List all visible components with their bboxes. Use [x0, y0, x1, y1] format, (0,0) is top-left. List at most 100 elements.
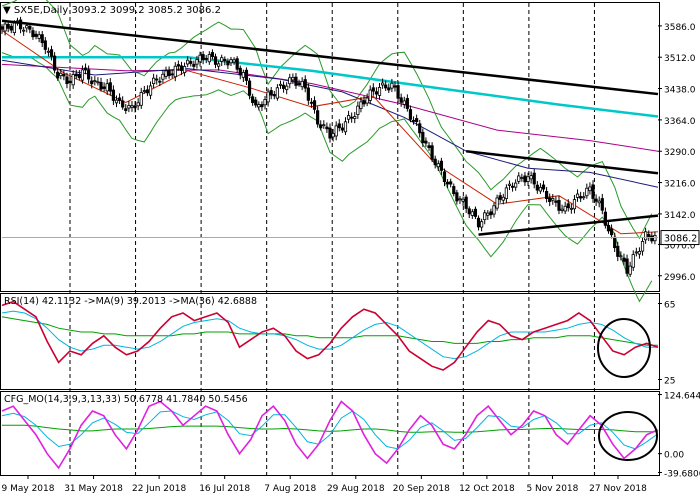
rsi-series-line	[1, 316, 658, 346]
cfg-mo-series-line	[1, 400, 659, 470]
candle-body	[616, 245, 620, 257]
candlestick	[631, 250, 635, 271]
candlestick	[198, 51, 202, 67]
candlestick	[418, 119, 422, 138]
rsi-panel	[1, 300, 659, 378]
candlestick	[213, 53, 218, 69]
candlestick	[359, 97, 363, 113]
candlestick	[31, 27, 35, 40]
candle-body	[37, 34, 41, 39]
candle-body	[179, 65, 184, 71]
candlestick	[507, 180, 512, 191]
candlestick	[588, 182, 592, 195]
candlestick	[582, 192, 586, 201]
candlestick	[117, 93, 122, 105]
candle-body	[551, 198, 555, 201]
candlestick	[430, 142, 434, 162]
candlestick	[560, 204, 564, 214]
candle-body	[545, 190, 549, 199]
candle-body	[368, 89, 372, 101]
candle-body	[650, 235, 654, 242]
candlestick	[37, 31, 41, 43]
candlestick	[473, 206, 478, 220]
candlestick	[182, 62, 187, 77]
candle-body	[495, 197, 499, 209]
candlestick	[102, 82, 106, 92]
x-axis-date-label: 31 May 2018	[64, 484, 123, 494]
candlestick	[254, 96, 258, 108]
candlestick	[186, 56, 190, 67]
candle-body	[105, 83, 109, 92]
candle-body	[139, 91, 143, 106]
candle-body	[582, 196, 586, 199]
candle-body	[285, 85, 289, 91]
candlestick	[40, 30, 44, 47]
candle-body	[291, 77, 295, 81]
candlestick	[319, 120, 323, 131]
candlestick	[173, 62, 177, 82]
candlestick	[303, 75, 307, 93]
candle-body	[541, 184, 546, 190]
candlestick	[396, 81, 400, 103]
candle-body	[374, 91, 379, 95]
candle-body	[198, 54, 202, 63]
candle-body	[133, 105, 137, 109]
x-axis-date-label: 20 Sep 2018	[393, 484, 450, 494]
candle-body	[566, 203, 570, 209]
candle-body	[31, 30, 35, 38]
candle-body	[201, 54, 205, 61]
candlestick	[170, 69, 174, 79]
candle-body	[554, 200, 558, 203]
vertical-grid	[69, 3, 595, 475]
candle-body	[192, 63, 196, 67]
candlestick	[210, 49, 215, 60]
candlestick	[328, 123, 332, 143]
candle-body	[220, 57, 224, 62]
candlestick	[405, 94, 409, 112]
candle-body	[0, 26, 4, 30]
candle-body	[371, 87, 375, 92]
candlestick	[291, 73, 295, 85]
candle-body	[377, 87, 382, 96]
candle-body	[334, 125, 338, 137]
candle-body	[433, 158, 437, 166]
candlestick	[142, 85, 146, 94]
candle-body	[411, 119, 416, 122]
candle-body	[337, 123, 341, 129]
candlestick	[80, 65, 85, 84]
candlestick	[464, 194, 468, 214]
candlestick	[269, 87, 273, 100]
candlestick	[108, 78, 112, 96]
candle-body	[40, 34, 44, 44]
candlestick	[365, 93, 369, 107]
candle-body	[421, 131, 425, 143]
candle-body	[572, 199, 577, 210]
candlestick	[148, 81, 153, 100]
candle-body	[182, 66, 187, 73]
candlestick	[247, 78, 252, 100]
rsi-axis-tick-label: 65	[664, 301, 675, 311]
candlestick	[387, 83, 391, 93]
candle-body	[136, 102, 140, 107]
candlestick	[201, 51, 205, 65]
price-axis-tick-label: 3216.0	[664, 180, 696, 190]
candlestick	[439, 157, 443, 176]
candle-body	[603, 211, 607, 226]
cfg-mo-label: CFG_MO(14,3,9,3,13,33) 50.6778 41.7840 5…	[4, 394, 248, 405]
candle-body	[356, 105, 360, 115]
candle-body	[470, 211, 474, 216]
candle-body	[325, 126, 329, 130]
candle-body	[238, 67, 242, 76]
x-axis-date-label: 5 Nov 2018	[526, 484, 578, 494]
candle-body	[210, 52, 215, 57]
candle-body	[328, 127, 332, 139]
candlestick	[207, 51, 211, 65]
candle-body	[430, 145, 434, 160]
candlestick	[575, 189, 580, 202]
candlestick	[548, 193, 552, 207]
candlestick	[538, 183, 543, 194]
candle-body	[316, 110, 320, 125]
candle-body	[56, 71, 60, 79]
candle-body	[353, 116, 357, 119]
candle-body	[418, 123, 422, 134]
